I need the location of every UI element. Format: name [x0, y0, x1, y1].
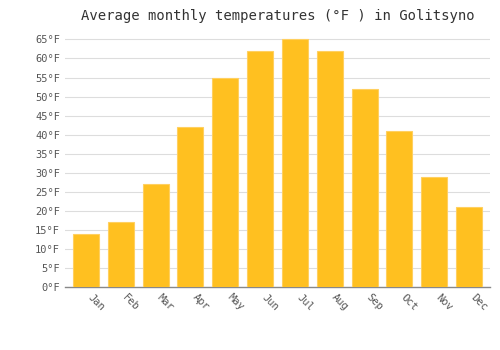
- Bar: [386, 131, 412, 287]
- Bar: [212, 77, 238, 287]
- Bar: [73, 234, 99, 287]
- Bar: [282, 40, 308, 287]
- Bar: [421, 176, 448, 287]
- Bar: [247, 51, 273, 287]
- Bar: [352, 89, 378, 287]
- Bar: [108, 222, 134, 287]
- Title: Average monthly temperatures (°F ) in Golitsyno: Average monthly temperatures (°F ) in Go…: [80, 9, 474, 23]
- Bar: [178, 127, 204, 287]
- Bar: [456, 207, 482, 287]
- Bar: [142, 184, 169, 287]
- Bar: [316, 51, 343, 287]
